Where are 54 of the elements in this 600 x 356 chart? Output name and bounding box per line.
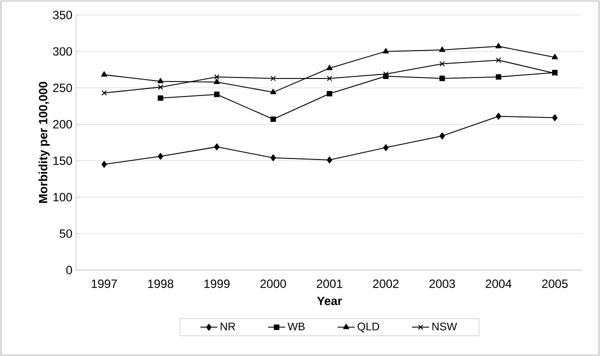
point [158, 152, 164, 160]
point [382, 48, 389, 54]
point [158, 84, 164, 90]
point [383, 144, 389, 152]
point [214, 143, 220, 150]
point [552, 54, 558, 60]
point [214, 78, 220, 84]
x-axis-title: Year [317, 296, 342, 306]
point [101, 71, 108, 77]
x-tick-label: 2000 [260, 280, 286, 288]
y-tick-label: 50 [60, 229, 72, 238]
point [158, 95, 164, 101]
point [214, 92, 220, 98]
legend-label: NR [220, 322, 236, 330]
x-tick-label: 2002 [373, 280, 399, 288]
point [552, 114, 558, 122]
x-tick-label: 1997 [92, 280, 117, 288]
point [439, 76, 445, 82]
y-tick-label: 100 [53, 192, 72, 202]
x-tick-label: 2001 [316, 280, 342, 288]
point [439, 132, 445, 140]
point [326, 76, 332, 82]
point [101, 160, 107, 168]
point [101, 90, 107, 96]
point [439, 46, 446, 52]
legend-label: QLD [358, 322, 380, 332]
x-tick-label: 1999 [204, 280, 230, 288]
y-tick-label: 200 [53, 120, 72, 129]
point [326, 156, 332, 164]
point [496, 74, 502, 80]
y-axis-title: Morbidity per 100,000 [38, 82, 50, 203]
point [439, 61, 445, 67]
point [157, 78, 164, 84]
x-tick-label: 2003 [429, 280, 455, 288]
point [270, 76, 276, 82]
legend-label: NSW [432, 322, 458, 330]
legend-label: WB [288, 322, 305, 330]
point [326, 90, 332, 96]
point [496, 57, 502, 63]
point [326, 64, 333, 70]
x-tick-label: 2005 [542, 280, 568, 288]
y-tick-label: 0 [66, 266, 72, 274]
y-tick-label: 350 [52, 10, 72, 20]
point [270, 88, 276, 94]
point [495, 42, 502, 48]
y-tick-label: 300 [52, 47, 72, 56]
y-tick-label: 150 [53, 156, 72, 165]
x-tick-label: 2004 [486, 280, 512, 288]
y-tick-label: 250 [53, 84, 72, 92]
point [214, 74, 220, 80]
point [496, 112, 502, 120]
point [270, 154, 276, 162]
point [270, 116, 276, 122]
x-tick-label: 1998 [148, 280, 174, 288]
